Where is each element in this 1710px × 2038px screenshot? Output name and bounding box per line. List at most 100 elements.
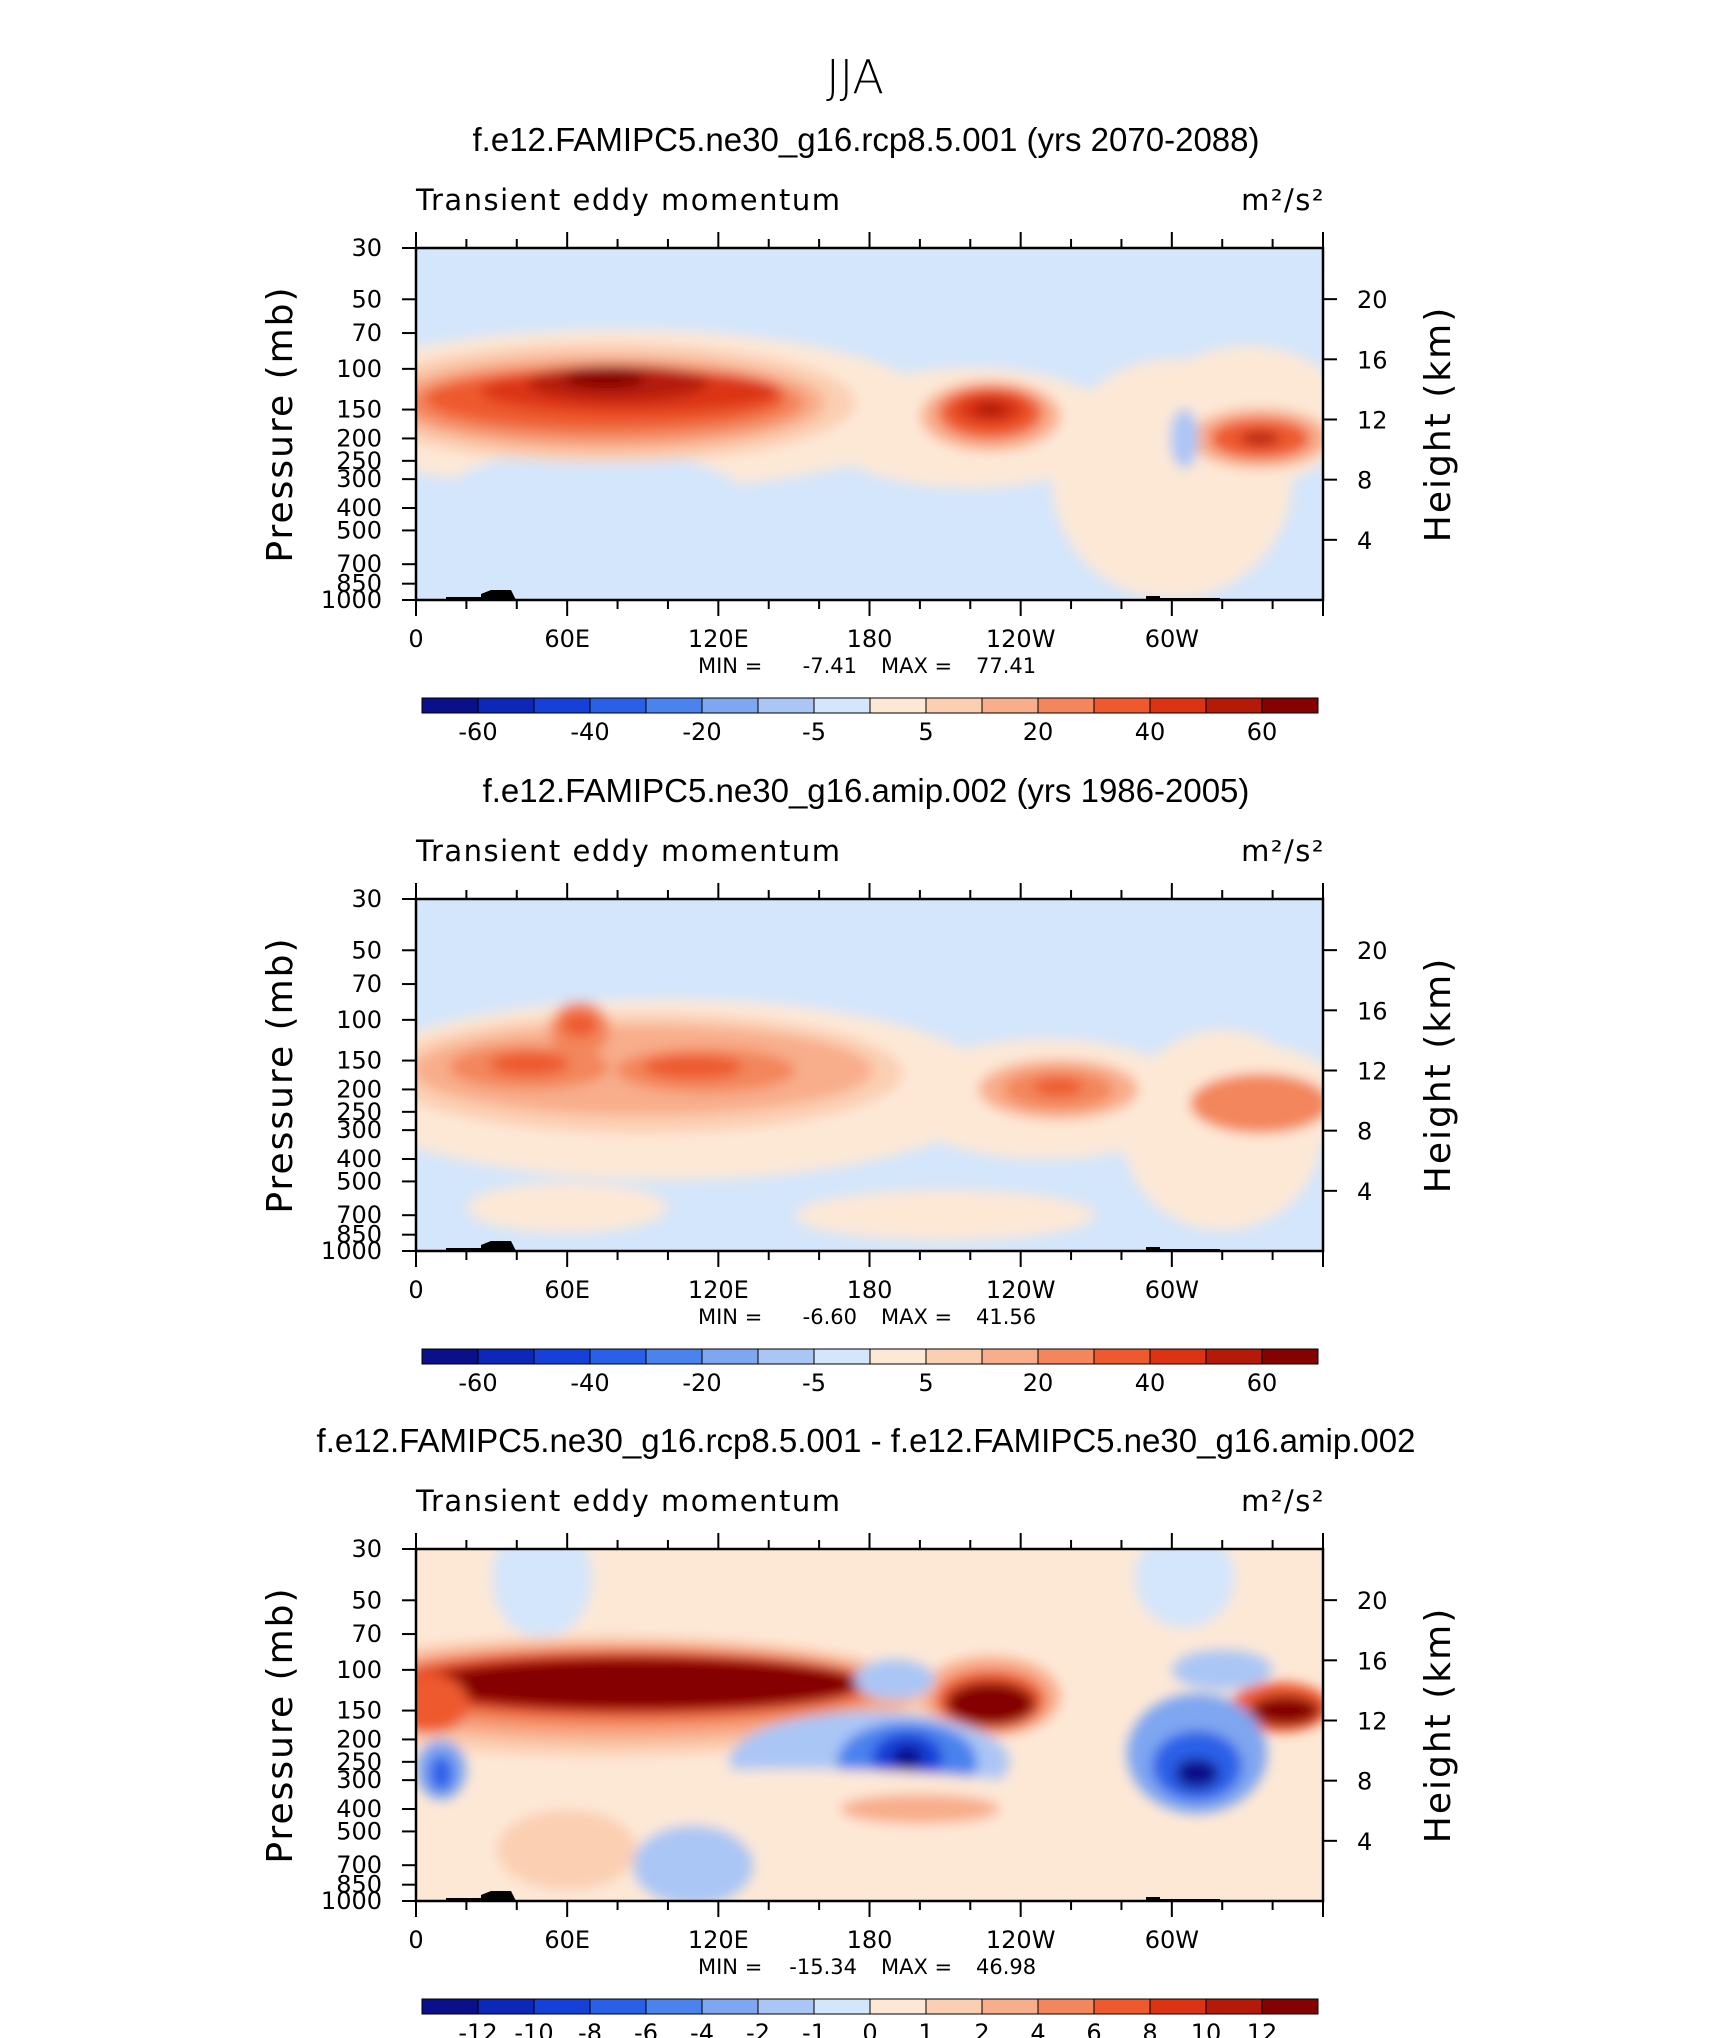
y2-tick-label: 8 bbox=[1357, 467, 1372, 495]
colorbar-label: 12 bbox=[1247, 2019, 1278, 2038]
colorbar-box bbox=[1037, 1998, 1095, 2015]
variable-label: Transient eddy momentum bbox=[415, 1484, 842, 1518]
y-tick-label: 30 bbox=[351, 1535, 382, 1563]
x-tick-label: 60E bbox=[544, 625, 590, 653]
topography-andes bbox=[1146, 1897, 1160, 1901]
contour-region bbox=[497, 1809, 638, 1890]
colorbar-label: -6 bbox=[634, 2019, 658, 2038]
y2-tick-label: 4 bbox=[1357, 1178, 1372, 1206]
colorbar-box bbox=[701, 697, 759, 714]
colorbar-label: 1 bbox=[918, 2019, 933, 2038]
y-axis-title: Pressure (mb) bbox=[260, 285, 301, 562]
contour-field bbox=[416, 248, 1323, 600]
colorbar-box bbox=[925, 1998, 983, 2015]
colorbar-box bbox=[533, 1998, 591, 2015]
panel-1: f.e12.FAMIPC5.ne30_g16.rcp8.5.001 (yrs 2… bbox=[260, 121, 1459, 746]
panel-title: f.e12.FAMIPC5.ne30_g16.rcp8.5.001 (yrs 2… bbox=[473, 121, 1260, 158]
upper-positive-band bbox=[422, 1657, 863, 1710]
min-value: -7.41 bbox=[803, 654, 857, 678]
colorbar-box bbox=[1037, 697, 1095, 714]
y-tick-label: 400 bbox=[336, 494, 382, 522]
colorbar-box bbox=[757, 1998, 815, 2015]
colorbar-box bbox=[533, 697, 591, 714]
y2-tick-label: 12 bbox=[1357, 1707, 1388, 1735]
y2-tick-label: 8 bbox=[1357, 1118, 1372, 1146]
y2-tick-label: 8 bbox=[1357, 1768, 1372, 1796]
colorbar-label: -40 bbox=[570, 718, 609, 746]
y-tick-label: 700 bbox=[336, 1201, 382, 1229]
y-tick-label: 50 bbox=[351, 936, 382, 964]
x-tick-label: 180 bbox=[847, 1926, 893, 1954]
y-tick-label: 700 bbox=[336, 1851, 382, 1879]
contour-field bbox=[416, 1549, 1323, 1901]
colorbar-box bbox=[1093, 697, 1151, 714]
colorbar-box bbox=[981, 1998, 1039, 2015]
contour-region bbox=[1250, 1695, 1321, 1726]
y-tick-label: 850 bbox=[336, 570, 382, 598]
colorbar-box bbox=[869, 1998, 927, 2015]
x-tick-label: 60E bbox=[544, 1926, 590, 1954]
colorbar-box bbox=[1149, 1348, 1207, 1365]
contour-region bbox=[839, 1794, 1000, 1825]
contour-region bbox=[1170, 408, 1199, 469]
topography bbox=[446, 590, 516, 600]
y2-tick-label: 20 bbox=[1357, 1587, 1388, 1615]
y-tick-label: 850 bbox=[336, 1221, 382, 1249]
colorbar-box bbox=[701, 1348, 759, 1365]
jet-maximum bbox=[564, 368, 645, 389]
contour-region bbox=[795, 1190, 1096, 1241]
colorbar-box bbox=[645, 697, 703, 714]
y2-tick-label: 16 bbox=[1357, 1647, 1388, 1675]
y-tick-label: 500 bbox=[336, 516, 382, 544]
y2-axis-title: Height (km) bbox=[1418, 1607, 1459, 1843]
colorbar-box bbox=[421, 697, 479, 714]
colorbar-label: 20 bbox=[1023, 718, 1054, 746]
y-tick-label: 1000 bbox=[321, 1887, 382, 1915]
contour-region bbox=[432, 448, 753, 569]
contour-region bbox=[669, 569, 1070, 600]
contour-region bbox=[1190, 1073, 1323, 1134]
y-tick-label: 50 bbox=[351, 1586, 382, 1614]
colorbar-box bbox=[589, 1348, 647, 1365]
panel-title: f.e12.FAMIPC5.ne30_g16.amip.002 (yrs 198… bbox=[483, 772, 1250, 809]
max-label: MAX = bbox=[881, 654, 952, 678]
colorbar-box bbox=[813, 1998, 871, 2015]
x-tick-label: 60E bbox=[544, 1276, 590, 1304]
colorbar-box bbox=[757, 697, 815, 714]
colorbar-label: -20 bbox=[682, 1369, 721, 1397]
min-value: -15.34 bbox=[789, 1955, 857, 1979]
y-tick-label: 200 bbox=[336, 424, 382, 452]
x-tick-label: 120E bbox=[688, 1926, 749, 1954]
colorbar-box bbox=[925, 697, 983, 714]
colorbar-box bbox=[981, 1348, 1039, 1365]
max-value: 41.56 bbox=[976, 1305, 1036, 1329]
x-tick-label: 120E bbox=[688, 1276, 749, 1304]
y-tick-label: 300 bbox=[336, 1766, 382, 1794]
contour-region bbox=[489, 1051, 570, 1076]
colorbar-label: -5 bbox=[802, 1369, 826, 1397]
colorbar-label: 10 bbox=[1191, 2019, 1222, 2038]
x-tick-label: 120W bbox=[986, 625, 1056, 653]
y2-tick-label: 16 bbox=[1357, 997, 1388, 1025]
y-tick-label: 70 bbox=[351, 970, 382, 998]
contour-region bbox=[416, 1673, 469, 1734]
y2-tick-label: 4 bbox=[1357, 527, 1372, 555]
contour-field bbox=[416, 899, 1323, 1251]
colorbar-label: 40 bbox=[1135, 718, 1166, 746]
y-tick-label: 100 bbox=[336, 1656, 382, 1684]
positive-core-central bbox=[945, 1681, 1036, 1726]
min-label: MIN = bbox=[698, 654, 762, 678]
x-tick-label: 60W bbox=[1145, 1926, 1199, 1954]
negative-core bbox=[892, 1745, 923, 1770]
variable-label: Transient eddy momentum bbox=[415, 834, 842, 868]
colorbar-box bbox=[1149, 697, 1207, 714]
colorbar-label: -5 bbox=[802, 718, 826, 746]
y-tick-label: 250 bbox=[336, 447, 382, 475]
y2-axis-title: Height (km) bbox=[1418, 306, 1459, 542]
y-tick-label: 100 bbox=[336, 355, 382, 383]
y-tick-label: 30 bbox=[351, 234, 382, 262]
colorbar-label: -2 bbox=[746, 2019, 770, 2038]
topography bbox=[446, 1241, 516, 1251]
y-tick-label: 200 bbox=[336, 1725, 382, 1753]
y2-tick-label: 16 bbox=[1357, 346, 1388, 374]
